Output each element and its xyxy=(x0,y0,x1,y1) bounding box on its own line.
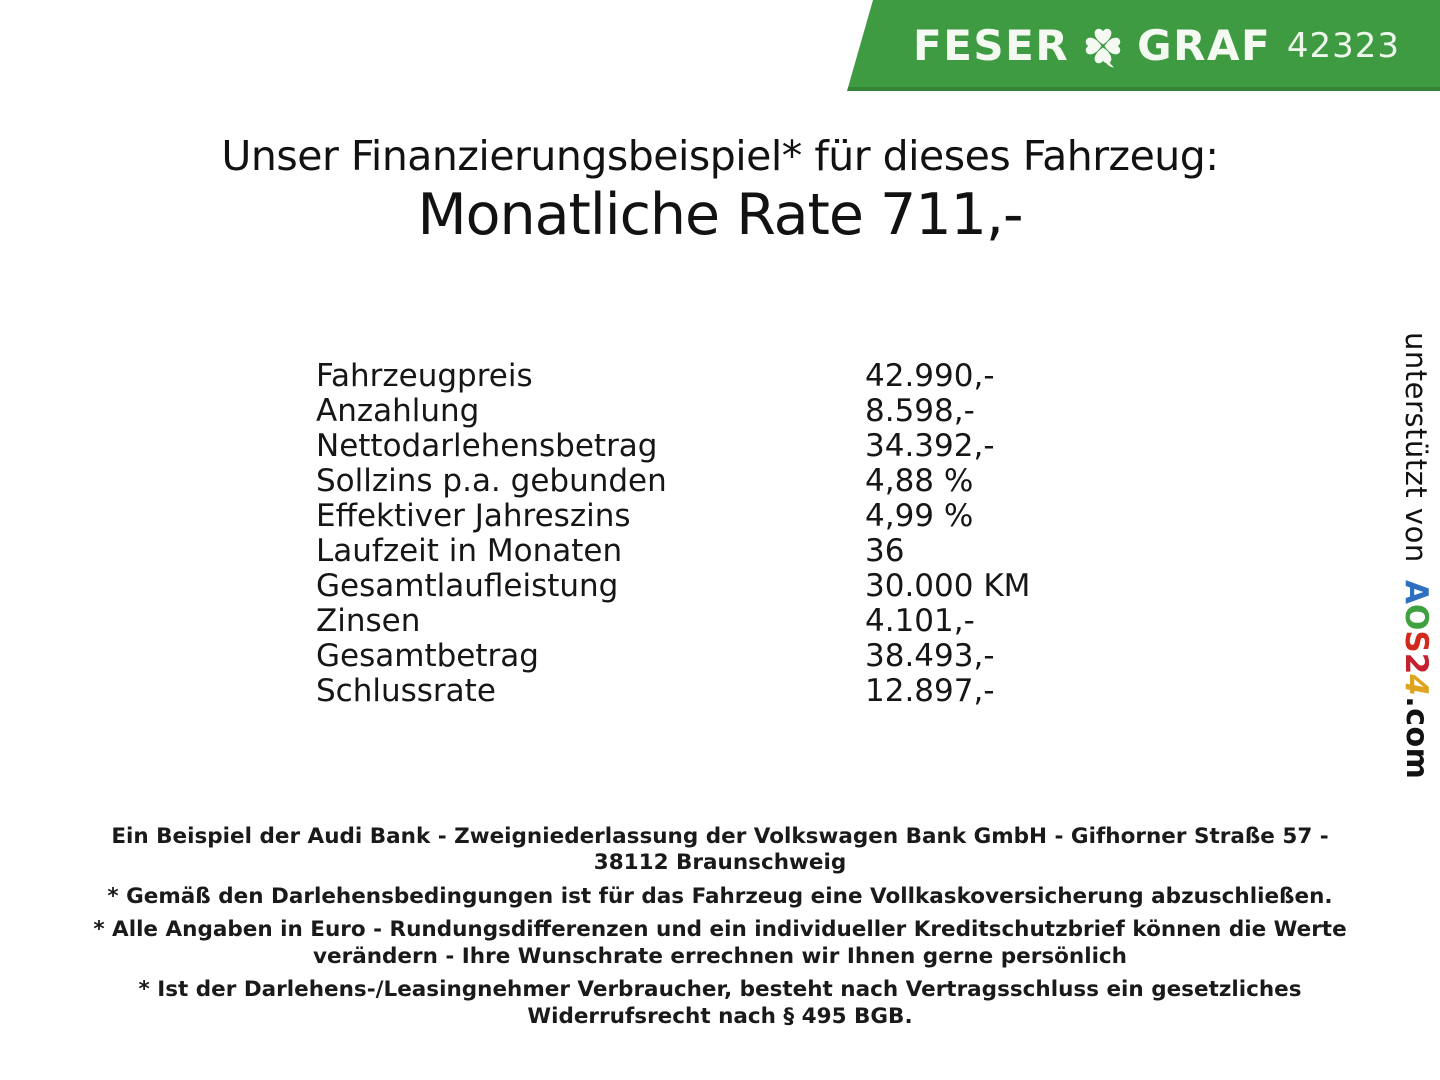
table-row-value: 38.493,- xyxy=(865,638,995,674)
table-row-label: Anzahlung xyxy=(316,393,480,429)
aos24-letter: S xyxy=(1398,630,1434,654)
table-row-label: Sollzins p.a. gebunden xyxy=(316,463,667,499)
brand-name-graf: GRAF xyxy=(1137,20,1272,70)
table-row-value: 4,99 % xyxy=(865,498,974,534)
table-row-label: Zinsen xyxy=(316,603,421,639)
vehicle-number: 42323 xyxy=(1286,25,1400,66)
title-block: Unser Finanzierungsbeispiel* für dieses … xyxy=(0,132,1440,249)
watermark-suffix: .com xyxy=(1399,696,1434,780)
table-row-value: 4,88 % xyxy=(865,463,974,499)
bank-disclaimer: Ein Beispiel der Audi Bank - Zweignieder… xyxy=(111,824,1329,876)
table-row-value: 36 xyxy=(865,533,905,569)
table-row-label: Schlussrate xyxy=(316,673,496,709)
header-banner: FESER GRAF 42323 xyxy=(847,0,1440,91)
table-row-value: 4.101,- xyxy=(865,603,975,639)
table-row-value: 42.990,- xyxy=(865,358,995,394)
aos24-letter: O xyxy=(1398,604,1434,631)
footnotes: Ein Beispiel der Audi Bank - Zweignieder… xyxy=(75,824,1365,1037)
table-row-value: 8.598,- xyxy=(865,393,975,429)
table-row-label: Effektiver Jahreszins xyxy=(316,498,631,534)
table-row-label: Nettodarlehensbetrag xyxy=(316,428,658,464)
table-row-label: Laufzeit in Monaten xyxy=(316,533,623,569)
table-row-label: Gesamtlaufleistung xyxy=(316,568,619,604)
table-row-label: Gesamtbetrag xyxy=(316,638,539,674)
aos24-letter: 2 xyxy=(1398,653,1434,675)
watermark-vertical: unterstützt von AOS24.com xyxy=(1398,332,1434,779)
monthly-rate-headline: Monatliche Rate 711,- xyxy=(417,182,1023,249)
brand-name-feser: FESER xyxy=(913,20,1070,70)
table-row-value: 34.392,- xyxy=(865,428,995,464)
table-row-label: Fahrzeugpreis xyxy=(316,358,533,394)
aos24-letter: A xyxy=(1398,580,1434,605)
footnote-withdrawal-right: * Ist der Darlehens-/Leasingnehmer Verbr… xyxy=(138,977,1302,1029)
four-leaf-clover-icon xyxy=(1085,28,1121,67)
table-row-value: 12.897,- xyxy=(865,673,995,709)
financing-table: Fahrzeugpreis 42.990,- Anzahlung 8.598,-… xyxy=(316,359,1030,709)
brand-logo: FESER GRAF xyxy=(913,0,1271,91)
footnote-insurance: * Gemäß den Darlehensbedingungen ist für… xyxy=(107,883,1333,909)
watermark-prefix: unterstützt von xyxy=(1399,332,1433,563)
aos24-logo: AOS24 xyxy=(1398,572,1434,696)
footnote-euro-values: * Alle Angaben in Euro - Rundungsdiffere… xyxy=(93,917,1347,969)
table-row-value: 30.000 KM xyxy=(865,568,1031,604)
aos24-letter: 4 xyxy=(1398,674,1434,697)
financing-example-title: Unser Finanzierungsbeispiel* für dieses … xyxy=(221,132,1219,180)
